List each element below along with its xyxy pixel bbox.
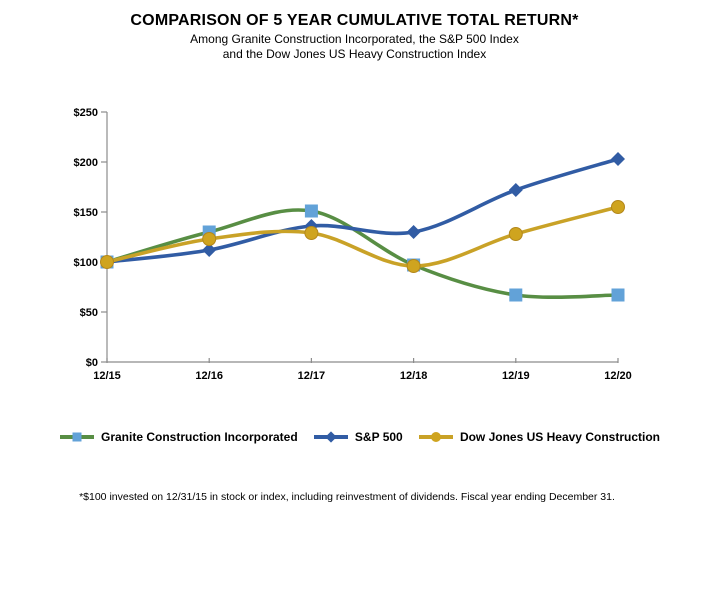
diamond-marker-icon [325, 431, 337, 443]
square-marker-icon [72, 432, 82, 442]
legend-label-dowjones: Dow Jones US Heavy Construction [459, 430, 660, 444]
svg-text:12/16: 12/16 [195, 370, 223, 382]
sp500-line-swatch-icon [313, 431, 348, 443]
svg-text:$50: $50 [80, 307, 98, 319]
chart-footnote: *$100 invested on 12/31/15 in stock or i… [79, 491, 615, 503]
legend-item-granite: Granite Construction Incorporated [60, 430, 298, 444]
legend-label-granite: Granite Construction Incorporated [101, 430, 298, 444]
chart-subtitle-line1: Among Granite Construction Incorporated,… [190, 32, 519, 46]
dowjones-line-swatch-icon [418, 432, 453, 442]
legend-label-sp500: S&P 500 [354, 430, 403, 444]
chart-title: COMPARISON OF 5 YEAR CUMULATIVE TOTAL RE… [130, 12, 579, 29]
svg-text:$0: $0 [86, 357, 98, 369]
svg-text:$200: $200 [74, 157, 98, 169]
svg-text:12/17: 12/17 [298, 370, 326, 382]
svg-text:12/20: 12/20 [604, 370, 632, 382]
chart-subtitle-line2: and the Dow Jones US Heavy Construction … [222, 47, 487, 61]
chart-legend: Granite Construction Incorporated S&P 50… [60, 430, 660, 444]
line-chart-canvas: $0 $50 $100 $150 $200 $250 12/15 12/16 12/17 12/1… [74, 107, 632, 382]
svg-text:$150: $150 [74, 207, 98, 219]
chart-subtitle: Among Granite Construction Incorporated,… [0, 32, 709, 62]
svg-text:12/19: 12/19 [502, 370, 530, 382]
granite-line-swatch-icon [60, 432, 94, 442]
svg-text:12/15: 12/15 [93, 370, 121, 382]
circle-marker-icon [430, 432, 441, 442]
svg-text:$250: $250 [74, 107, 98, 119]
legend-item-dowjones: Dow Jones US Heavy Construction [418, 430, 660, 444]
svg-text:12/18: 12/18 [400, 370, 428, 382]
svg-text:$100: $100 [74, 257, 98, 269]
legend-item-sp500: S&P 500 [313, 430, 403, 444]
